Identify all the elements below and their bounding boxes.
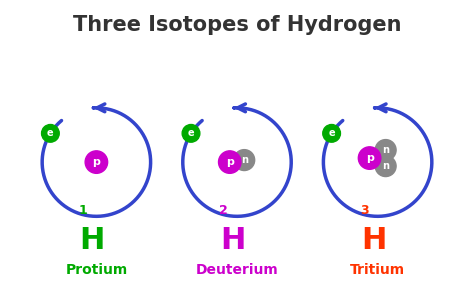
- Text: Three Isotopes of Hydrogen: Three Isotopes of Hydrogen: [73, 15, 401, 36]
- Text: n: n: [241, 155, 248, 165]
- Circle shape: [375, 156, 396, 177]
- Text: Tritium: Tritium: [350, 262, 405, 277]
- Text: 1: 1: [79, 204, 88, 216]
- Circle shape: [234, 150, 255, 170]
- Text: e: e: [188, 128, 194, 138]
- Text: p: p: [365, 153, 374, 163]
- Circle shape: [323, 124, 340, 142]
- Circle shape: [182, 124, 200, 142]
- Text: p: p: [92, 157, 100, 167]
- Text: e: e: [47, 128, 54, 138]
- Text: H: H: [361, 226, 386, 255]
- Circle shape: [375, 140, 396, 160]
- Text: 2: 2: [219, 204, 228, 216]
- Text: p: p: [226, 157, 234, 167]
- Circle shape: [358, 147, 381, 169]
- Text: e: e: [328, 128, 335, 138]
- Text: n: n: [382, 161, 389, 171]
- Circle shape: [85, 151, 108, 173]
- Text: 3: 3: [360, 204, 369, 216]
- Text: H: H: [80, 226, 105, 255]
- Text: Deuterium: Deuterium: [196, 262, 278, 277]
- Circle shape: [219, 151, 241, 173]
- Text: H: H: [220, 226, 246, 255]
- Text: n: n: [382, 145, 389, 155]
- Circle shape: [42, 124, 59, 142]
- Text: Protium: Protium: [65, 262, 128, 277]
